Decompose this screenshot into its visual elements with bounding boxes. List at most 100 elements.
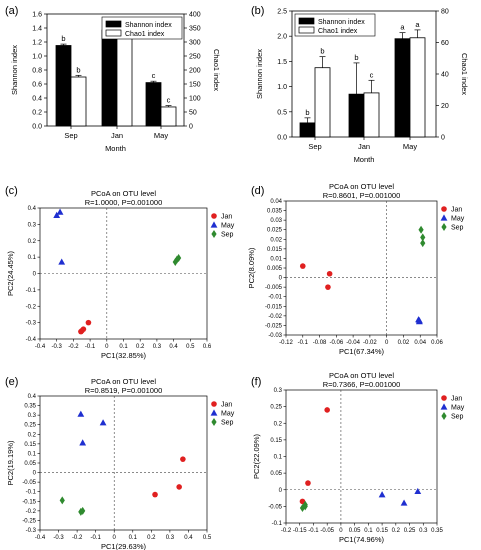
y-axis-title: PC2(19.19%) (6, 440, 15, 486)
y-tick-label: 0.005 (267, 266, 283, 272)
point-may (400, 499, 408, 506)
x-tick-label: 0.1 (364, 528, 373, 534)
legend-label: May (451, 216, 465, 223)
y-tick-label: 0.8 (32, 68, 42, 75)
y-tick-label: -0.005 (265, 285, 283, 291)
legend-label: Sep (221, 232, 234, 239)
x-tick-label: -0.1 (90, 535, 101, 541)
x-tick-label: -0.2 (281, 528, 292, 534)
y-tick-label: 0.0 (32, 124, 42, 131)
x-tick-label: 0.5 (203, 535, 212, 541)
point-may (58, 258, 66, 265)
panel-c: (c) -0.4 -0.3 -0.2 -0.1 0 0.1 0.2 0.3 0.4 0.5 0.6 -0… (5, 185, 235, 360)
y-tick-label: 0.25 (270, 405, 282, 411)
legend-label: Shannon index (125, 22, 172, 29)
y-tick-label: -0.1 (26, 490, 37, 496)
y-tick-label: 0 (279, 276, 283, 282)
significance-letter: a (400, 23, 405, 32)
y-tick-label: 0.05 (24, 461, 36, 467)
y-tick-label: 0.3 (28, 413, 37, 419)
x-tick-label: -0.2 (72, 535, 83, 541)
y-tick-label: 0.035 (267, 209, 283, 215)
y-tick-label: 0.2 (274, 421, 283, 427)
x-axis-title: Month (354, 155, 375, 164)
x-tick-label: 0.04 (414, 340, 426, 346)
x-axis-title: PC1(32.85%) (101, 351, 147, 360)
x-tick-label: 0 (385, 340, 389, 346)
legend-marker-may (440, 214, 448, 221)
x-tick-label: 0 (339, 528, 343, 534)
x-tick-label: -0.3 (53, 535, 64, 541)
legend-label: Sep (451, 414, 464, 421)
x-tick-label: 0.06 (431, 340, 443, 346)
y-tick-label: -0.015 (265, 304, 283, 310)
y-tick-label: 0.025 (267, 228, 283, 234)
legend-marker-sep (441, 223, 447, 231)
point-may (79, 439, 87, 446)
significance-letter: b (354, 53, 358, 62)
panel-label: (d) (251, 185, 264, 197)
y2-tick-label: 60 (441, 40, 449, 47)
y-tick-label: 0.4 (32, 96, 42, 103)
x-axis-title: PC1(29.63%) (101, 542, 147, 550)
y-tick-label: 1.4 (32, 26, 42, 33)
y-tick-label: -0.05 (268, 504, 282, 510)
bar-shannon (101, 29, 118, 127)
x-tick-label: 0.05 (349, 528, 361, 534)
x-tick-label: 0.25 (404, 528, 416, 534)
point-jan (299, 263, 306, 269)
y-tick-label: 0.05 (270, 471, 282, 477)
legend-swatch (105, 29, 122, 37)
bar-shannon (55, 45, 72, 127)
legend-box (294, 13, 376, 37)
point-sep (59, 496, 65, 505)
y2-tick-label: 400 (189, 12, 201, 19)
bar-chao1 (70, 76, 87, 127)
bar-chao1 (409, 37, 426, 138)
point-may (414, 487, 422, 495)
x-tick-label: 0.4 (184, 535, 193, 541)
x-tick-label: -0.1 (298, 340, 309, 346)
y-tick-label: -0.2 (26, 304, 37, 310)
y2-tick-label: 150 (189, 82, 201, 89)
significance-letter: b (305, 108, 309, 117)
point-sep (299, 504, 306, 513)
point-jan (326, 270, 333, 277)
legend-label: Chao1 index (125, 31, 165, 38)
panel-label: (a) (5, 5, 18, 17)
point-jan (324, 407, 330, 413)
panel-d: (d)-0.12 -0.1 -0.08 -0.06 -0.04 -0.02 0 0.02 0.0… (247, 182, 465, 356)
y-tick-label: 0.2 (28, 239, 37, 245)
y-axis-title: PC2(8.09%) (247, 247, 256, 288)
x-tick-label: 0.35 (431, 528, 443, 534)
legend-marker-jan (211, 213, 217, 219)
y-tick-label: 0.0 (277, 135, 287, 142)
x-tick-label: 0.2 (392, 528, 401, 534)
bar-shannon (145, 82, 162, 127)
point-jan (176, 484, 182, 490)
point-jan (78, 328, 85, 334)
legend-label: May (221, 223, 235, 230)
y-tick-label: 0.02 (270, 237, 282, 243)
significance-letter: c (167, 96, 171, 105)
x-axis-title: Month (105, 144, 126, 153)
chart-subtitle: R=0.8601, P=0.001000 (323, 191, 401, 200)
plot-frame (39, 395, 208, 531)
y-tick-label: 2.5 (277, 9, 287, 16)
point-may (77, 410, 85, 417)
y-tick-label: 2.0 (277, 34, 287, 41)
y2-tick-label: 300 (189, 40, 201, 47)
y2-tick-label: 350 (189, 26, 201, 33)
legend-label: Jan (451, 207, 462, 214)
point-may (56, 208, 64, 215)
legend-label: Chao1 index (318, 28, 358, 35)
significance-letter: a (415, 20, 420, 29)
legend-label: May (221, 411, 235, 418)
significance-letter: b (61, 34, 65, 43)
point-may (415, 317, 423, 324)
legend-label: Sep (451, 225, 464, 232)
y-tick-label: 0.01 (270, 256, 282, 262)
y-tick-label: 1.0 (277, 84, 287, 91)
y-tick-label: 0.3 (28, 222, 37, 228)
